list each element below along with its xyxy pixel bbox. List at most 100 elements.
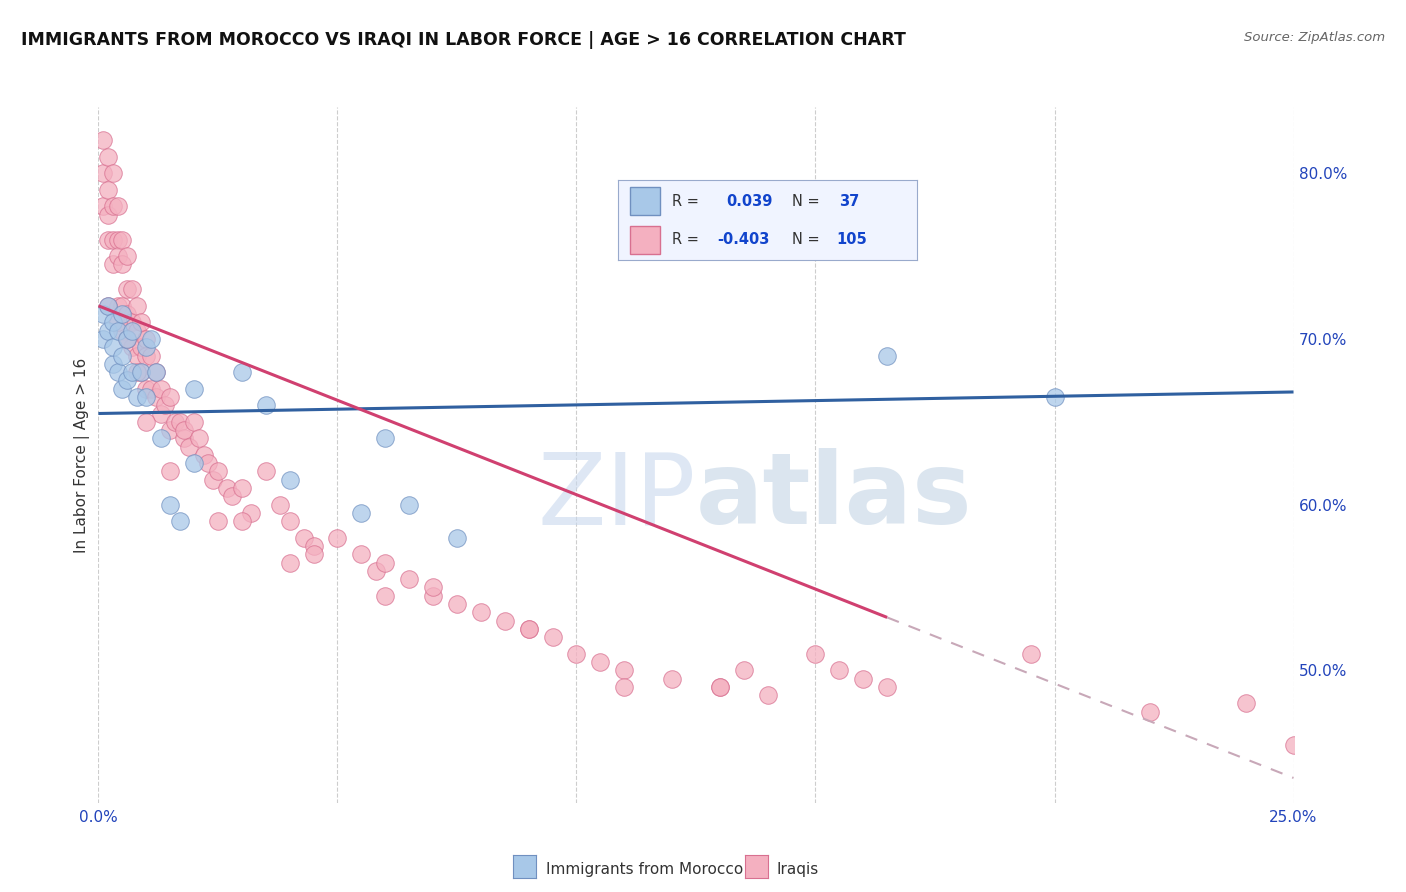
Point	[661, 233, 683, 247]
Point	[115, 282, 138, 296]
Point	[179, 440, 201, 454]
Point	[115, 332, 138, 346]
Point	[125, 365, 148, 379]
Point	[139, 349, 162, 363]
Point	[221, 489, 243, 503]
Point	[159, 390, 181, 404]
Point	[804, 647, 827, 661]
Text: -0.403: -0.403	[717, 232, 769, 247]
Point	[446, 597, 468, 611]
Point	[131, 365, 153, 379]
Text: atlas: atlas	[696, 448, 973, 545]
Point	[733, 663, 755, 677]
Point	[115, 307, 138, 321]
Point	[1019, 647, 1042, 661]
Point	[91, 133, 114, 147]
Point	[1139, 705, 1161, 719]
Point	[115, 373, 138, 387]
Point	[398, 572, 420, 586]
Point	[135, 390, 157, 404]
Point	[541, 630, 564, 644]
Point	[125, 390, 148, 404]
Text: N =: N =	[792, 232, 820, 247]
Point	[135, 349, 157, 363]
Point	[97, 150, 120, 164]
Point	[97, 324, 120, 338]
Point	[139, 332, 162, 346]
Point	[131, 340, 153, 354]
Point	[131, 365, 153, 379]
Point	[125, 349, 148, 363]
Point	[107, 249, 129, 263]
Point	[517, 622, 540, 636]
Point	[231, 481, 253, 495]
Point	[661, 672, 683, 686]
Point	[302, 539, 325, 553]
Point	[374, 589, 396, 603]
Point	[254, 465, 277, 479]
Point	[121, 315, 143, 329]
Text: 37: 37	[839, 194, 859, 209]
Point	[828, 663, 851, 677]
Point	[145, 365, 167, 379]
Point	[97, 299, 120, 313]
Point	[374, 556, 396, 570]
Point	[446, 531, 468, 545]
Point	[107, 315, 129, 329]
Point	[193, 448, 215, 462]
Point	[350, 547, 373, 561]
Point	[121, 324, 143, 338]
Point	[121, 365, 143, 379]
Point	[183, 382, 205, 396]
Point	[107, 324, 129, 338]
Point	[292, 531, 315, 545]
Point	[302, 547, 325, 561]
Point	[145, 365, 167, 379]
Point	[107, 199, 129, 213]
Point	[145, 390, 167, 404]
Point	[231, 514, 253, 528]
Point	[125, 299, 148, 313]
Point	[101, 257, 124, 271]
Point	[97, 183, 120, 197]
Point	[115, 332, 138, 346]
Point	[207, 514, 229, 528]
Point	[494, 614, 516, 628]
Point	[155, 398, 177, 412]
Point	[613, 680, 636, 694]
Bar	[630, 226, 661, 253]
Point	[91, 307, 114, 321]
Point	[709, 680, 731, 694]
Point	[101, 199, 124, 213]
Point	[111, 307, 134, 321]
Point	[121, 340, 143, 354]
Text: IMMIGRANTS FROM MOROCCO VS IRAQI IN LABOR FORCE | AGE > 16 CORRELATION CHART: IMMIGRANTS FROM MOROCCO VS IRAQI IN LABO…	[21, 31, 905, 49]
Point	[709, 680, 731, 694]
Point	[1282, 738, 1305, 752]
Y-axis label: In Labor Force | Age > 16: In Labor Force | Age > 16	[75, 358, 90, 552]
Point	[159, 498, 181, 512]
Point	[613, 663, 636, 677]
Point	[125, 324, 148, 338]
Point	[470, 605, 492, 619]
Point	[131, 315, 153, 329]
Text: Iraqis: Iraqis	[776, 863, 818, 877]
Point	[107, 299, 129, 313]
Point	[183, 415, 205, 429]
Text: N =: N =	[792, 194, 820, 209]
Point	[207, 465, 229, 479]
Point	[876, 680, 898, 694]
Point	[91, 199, 114, 213]
Point	[169, 514, 191, 528]
Point	[278, 473, 301, 487]
Point	[149, 431, 172, 445]
Point	[231, 365, 253, 379]
Point	[91, 332, 114, 346]
Point	[111, 299, 134, 313]
Point	[159, 423, 181, 437]
Point	[169, 415, 191, 429]
Point	[350, 506, 373, 520]
Point	[135, 415, 157, 429]
Text: Source: ZipAtlas.com: Source: ZipAtlas.com	[1244, 31, 1385, 45]
Point	[91, 166, 114, 180]
